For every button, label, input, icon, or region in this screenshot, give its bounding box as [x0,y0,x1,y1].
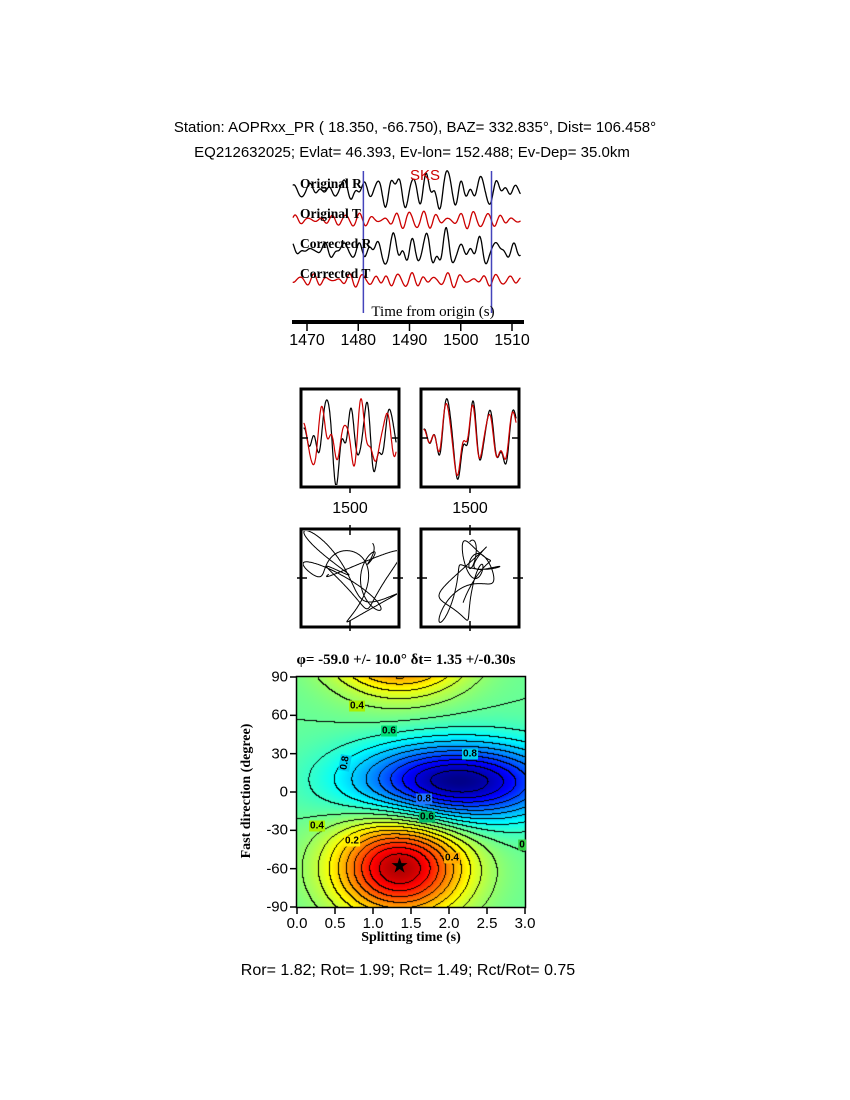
trace-label-original-t: Original T [300,206,361,221]
window-trace-black [303,399,397,485]
x-axis-label: Splitting time (s) [361,930,461,945]
window-trace-red [303,398,397,467]
trace-corrected-r [292,226,521,265]
error-surface-map [297,677,525,907]
trace-label-corrected-r: Corrected R [300,236,372,251]
trace-original-r [292,170,521,210]
best-solution-star: ★ [390,854,410,878]
trace-label-original-r: Original R [300,176,362,191]
particle-motion-curve [438,539,501,623]
results-text: Ror= 1.82; Rot= 1.99; Rct= 1.49; Rct/Rot… [240,962,576,979]
phase-label-sks: SKS [410,167,441,184]
event-info: EQ212632025; Evlat= 46.393, Ev-lon= 152.… [194,144,630,161]
station-info: Station: AOPRxx_PR ( 18.350, -66.750), B… [173,119,657,136]
particle-motion-curve [303,531,397,623]
splitting-result-title: φ= -59.0 +/- 10.0° δt= 1.35 +/-0.30s [296,652,516,668]
trace-corrected-t [292,272,521,289]
window-trace-red [423,403,517,476]
surface-frame [295,675,527,909]
time-axis-title: Time from origin (s) [371,304,495,320]
window-trace-black [423,398,517,480]
trace-label-corrected-t: Corrected T [300,266,371,281]
trace-original-t [292,210,521,230]
y-axis-label: Fast direction (degree) [239,723,254,859]
